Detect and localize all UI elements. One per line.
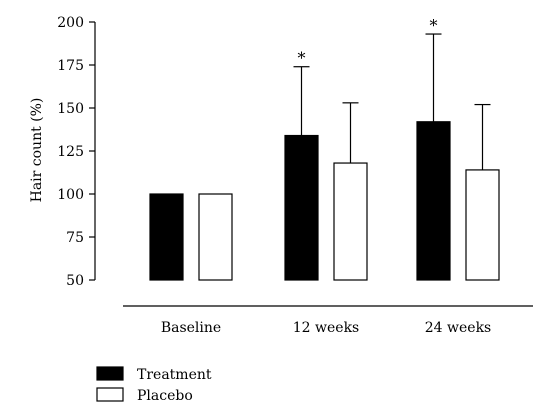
y-tick-label: 175: [57, 58, 84, 74]
y-tick-label: 50: [66, 273, 84, 289]
significance-marker: *: [298, 49, 306, 68]
legend-swatch-treatment: [96, 366, 124, 381]
y-tick-label: 200: [57, 15, 84, 31]
bars: **: [149, 16, 500, 281]
legend: Treatment Placebo: [96, 366, 212, 404]
legend-label-placebo: Placebo: [137, 388, 193, 404]
legend-swatch-placebo: [96, 387, 124, 402]
y-tick-label: 75: [66, 230, 84, 246]
bar-treatment-0: [149, 193, 184, 281]
x-category-label: Baseline: [161, 320, 221, 336]
legend-label-treatment: Treatment: [137, 367, 212, 383]
x-category-label: 24 weeks: [425, 320, 492, 336]
y-axis-title: Hair count (%): [29, 98, 45, 203]
x-category-label: 12 weeks: [293, 320, 360, 336]
y-axis: 50 75 100 125 150 175 200: [57, 15, 96, 289]
x-axis: Baseline 12 weeks 24 weeks: [123, 305, 533, 336]
bar-treatment-2: [416, 121, 451, 281]
bar-treatment-1: [284, 134, 319, 281]
significance-marker: *: [430, 16, 438, 35]
bar-placebo-0: [198, 193, 233, 281]
y-tick-label: 125: [57, 144, 84, 160]
bar-placebo-2: [465, 169, 500, 281]
y-tick-label: 100: [57, 187, 84, 203]
y-tick-label: 150: [57, 101, 84, 117]
bar-placebo-1: [333, 162, 368, 281]
